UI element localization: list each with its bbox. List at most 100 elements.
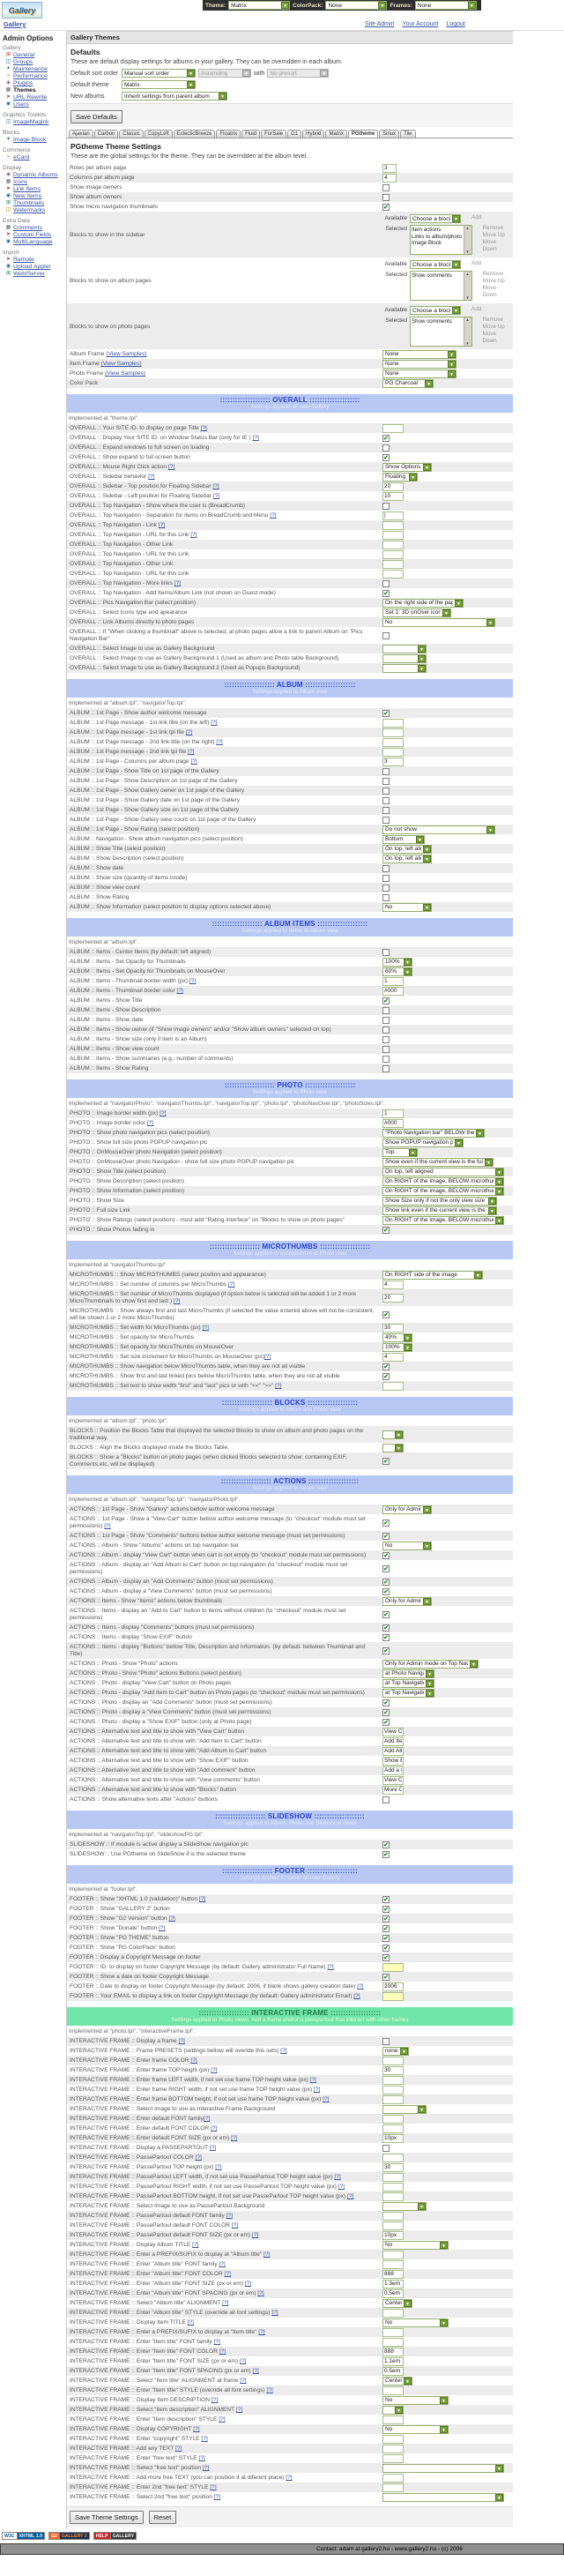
sidebar-item-watermarks[interactable]: ◫ Watermarks bbox=[5, 207, 46, 213]
text-input[interactable] bbox=[382, 1727, 404, 1736]
sidebar-item-custom-fields[interactable]: ➤ Custom Fields bbox=[5, 232, 52, 238]
move-up-action[interactable]: Move Up bbox=[482, 232, 505, 238]
text-input[interactable] bbox=[382, 2259, 404, 2269]
tab-eclecticbreeze[interactable]: EclecticBreeze bbox=[173, 130, 216, 138]
help-gallery-badge[interactable]: HELP GALLERY bbox=[93, 2532, 137, 2540]
sidebar-item-upload-applet[interactable]: ◉ Upload Applet bbox=[5, 264, 51, 270]
sidebar-item-general[interactable]: ⊞ General bbox=[5, 52, 35, 58]
help-link[interactable]: [?] bbox=[357, 1983, 364, 1990]
text-input[interactable] bbox=[382, 2337, 404, 2347]
select[interactable]: ▼ bbox=[382, 2201, 427, 2211]
help-link[interactable]: [?] bbox=[174, 2445, 182, 2452]
help-link[interactable]: [?] bbox=[190, 758, 197, 765]
select[interactable]: ▼ bbox=[382, 663, 427, 673]
checkbox[interactable]: ✔ bbox=[382, 1372, 390, 1380]
help-link[interactable]: [?] bbox=[275, 1383, 282, 1389]
checkbox[interactable] bbox=[382, 631, 390, 639]
help-link[interactable]: [?] bbox=[216, 739, 223, 745]
text-input[interactable] bbox=[382, 1785, 404, 1795]
help-link[interactable]: [?] bbox=[258, 2329, 265, 2335]
text-input[interactable] bbox=[382, 1756, 404, 1766]
help-link[interactable]: [?] bbox=[222, 2300, 229, 2306]
select[interactable]: ▼ bbox=[382, 2492, 504, 2502]
checkbox[interactable]: ✔ bbox=[382, 589, 390, 597]
help-link[interactable]: [?] bbox=[231, 2135, 238, 2141]
select[interactable]: ▼ bbox=[382, 2463, 504, 2473]
selected-block-item[interactable]: Item actions bbox=[412, 227, 442, 233]
checkbox[interactable]: ✔ bbox=[382, 1841, 390, 1848]
checkbox[interactable] bbox=[382, 502, 390, 510]
checkbox[interactable]: ✔ bbox=[382, 1363, 390, 1370]
selected-blocks-listbox[interactable]: Show comments ▲ ▼ bbox=[410, 271, 472, 301]
text-input[interactable] bbox=[382, 728, 404, 737]
text-input[interactable] bbox=[382, 173, 397, 183]
sidebar-item-image-block[interactable]: ✦ Image Block bbox=[5, 137, 47, 143]
checkbox[interactable] bbox=[382, 767, 390, 775]
tab-floatrix[interactable]: Floatrix bbox=[216, 130, 241, 138]
sidebar-item-comments[interactable]: ▦ Comments bbox=[5, 225, 42, 231]
checkbox[interactable]: ✔ bbox=[382, 203, 390, 211]
checkbox[interactable]: ✔ bbox=[382, 709, 390, 717]
help-link[interactable]: [?] bbox=[210, 2484, 217, 2490]
select[interactable]: Bottom ▼ bbox=[382, 834, 425, 844]
move-up-action[interactable]: Move Up bbox=[482, 278, 505, 284]
tab-forsale[interactable]: ForSale bbox=[261, 130, 287, 138]
checkbox[interactable]: ✔ bbox=[382, 1895, 390, 1903]
checkbox[interactable]: ✔ bbox=[382, 1457, 390, 1465]
checkbox[interactable] bbox=[382, 796, 390, 804]
help-link[interactable]: [?] bbox=[193, 2426, 200, 2432]
checkbox[interactable] bbox=[382, 777, 390, 785]
scroll-down-icon[interactable]: ▼ bbox=[465, 250, 470, 254]
select[interactable]: On RIGHT side of the image ▼ bbox=[382, 1270, 483, 1280]
help-link[interactable]: [?] bbox=[235, 2407, 243, 2413]
select[interactable]: On top, left aligned▼ bbox=[382, 854, 432, 863]
help-link[interactable]: [?] bbox=[188, 749, 195, 755]
tab-fluid[interactable]: Fluid bbox=[241, 130, 261, 138]
listbox-scrollbar[interactable]: ▲ ▼ bbox=[463, 272, 471, 300]
checkbox[interactable]: ✔ bbox=[382, 1708, 390, 1716]
text-input[interactable] bbox=[382, 2453, 404, 2463]
checkbox[interactable]: ✔ bbox=[382, 453, 390, 461]
help-link[interactable]: [?] bbox=[309, 2077, 316, 2083]
theme-select[interactable]: Matrix ▼ bbox=[228, 1, 291, 10]
sidebar-item-url-rewrite[interactable]: ➤ URL Rewrite bbox=[5, 94, 48, 101]
text-input[interactable] bbox=[382, 2114, 404, 2124]
text-input[interactable] bbox=[382, 1746, 404, 1756]
help-link[interactable]: [?] bbox=[167, 464, 175, 470]
select[interactable]: On top, left aligned▼ bbox=[382, 1167, 504, 1176]
text-input[interactable] bbox=[382, 2483, 404, 2492]
text-input[interactable] bbox=[382, 2250, 404, 2259]
sidebar-item-new-items[interactable]: ◉ New Items bbox=[5, 193, 42, 199]
select[interactable]: None ▼ bbox=[382, 369, 456, 378]
available-block-select[interactable]: Choose a block. ▼ bbox=[410, 214, 461, 223]
save-defaults-button[interactable]: Save Defaults bbox=[70, 110, 122, 123]
help-link[interactable]: [?] bbox=[219, 2416, 226, 2423]
select[interactable]: No ▼ bbox=[382, 2424, 449, 2434]
text-input[interactable] bbox=[382, 2056, 404, 2065]
checkbox[interactable] bbox=[382, 1026, 390, 1034]
text-input[interactable] bbox=[382, 976, 404, 986]
select[interactable]: at Photo Navigation bar▼ bbox=[382, 1669, 434, 1678]
help-link[interactable]: [?] bbox=[338, 2184, 345, 2190]
add-block-action[interactable]: Add bbox=[471, 214, 482, 220]
view-samples-link[interactable]: (View Samples) bbox=[100, 361, 142, 367]
select[interactable]: ▼ bbox=[382, 2405, 404, 2415]
help-link[interactable]: [?] bbox=[148, 474, 155, 480]
text-input[interactable] bbox=[382, 569, 404, 579]
checkbox[interactable]: ✔ bbox=[382, 1905, 390, 1913]
text-input[interactable] bbox=[382, 559, 404, 569]
text-input[interactable] bbox=[382, 2211, 404, 2221]
select[interactable]: 100% ▼ bbox=[382, 1342, 412, 1352]
help-link[interactable]: [?] bbox=[286, 2475, 293, 2481]
select[interactable]: No ▼ bbox=[382, 1541, 432, 1550]
checkbox[interactable]: ✔ bbox=[382, 1924, 390, 1932]
move-down-action[interactable]: Move Down bbox=[482, 239, 497, 252]
your-account-link[interactable]: Your Account bbox=[402, 21, 439, 27]
colorpack-select[interactable]: None ▼ bbox=[325, 1, 388, 10]
text-input[interactable] bbox=[382, 2308, 404, 2318]
help-link[interactable]: [?] bbox=[168, 1915, 175, 1922]
tab-matrix[interactable]: Matrix bbox=[325, 130, 347, 138]
view-samples-link[interactable]: (View Samples) bbox=[104, 370, 146, 377]
text-input[interactable] bbox=[382, 2444, 404, 2453]
